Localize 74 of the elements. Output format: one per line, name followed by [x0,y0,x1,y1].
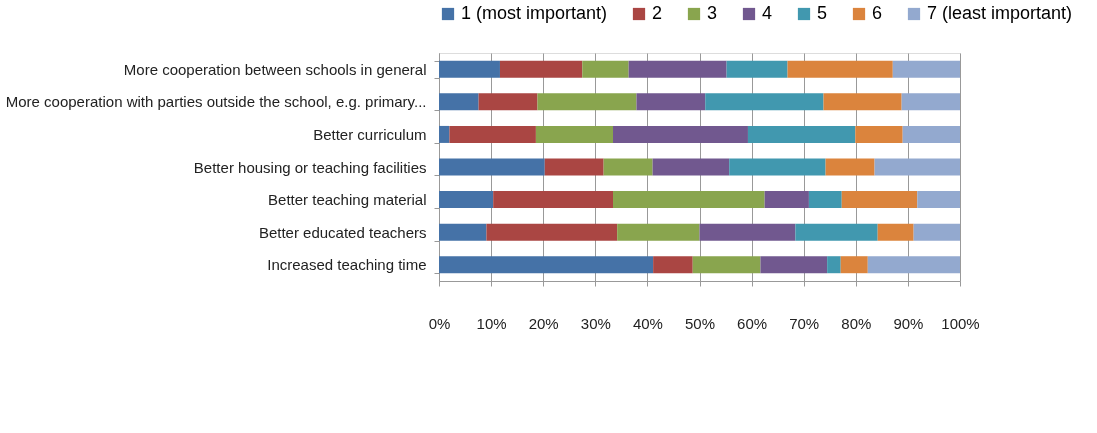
bar [544,158,604,176]
bar [628,60,727,78]
bar [652,158,730,176]
legend-label: 6 [872,3,883,23]
bar [699,223,796,241]
bar [486,223,618,241]
bar [636,93,706,111]
legend-label: 7 (least important) [927,3,1073,23]
bar [841,191,918,209]
bar [493,191,614,209]
x-tick-label: 80% [841,314,872,332]
bar [617,223,700,241]
bar [439,125,450,143]
bar [726,60,788,78]
y-tick-label: More cooperation between schools in general [123,60,427,78]
bar [499,60,583,78]
y-tick-label: Better educated teachers [258,223,427,241]
bar [901,93,960,111]
bar [877,223,914,241]
legend-label: 1 (most important) [461,3,608,23]
bar [787,60,893,78]
bar [823,93,902,111]
bar [537,93,637,111]
bar [902,125,960,143]
legend-label: 3 [707,3,718,23]
y-tick-label: Better curriculum [313,125,427,143]
x-tick-label: 10% [476,314,507,332]
bar [613,125,748,143]
legend-label: 4 [762,3,773,23]
bar [449,125,536,143]
bar [535,125,614,143]
bar [867,256,960,274]
x-tick-label: 70% [789,314,820,332]
x-tick-label: 30% [580,314,611,332]
bar [913,223,960,241]
y-tick-label: Better housing or teaching facilities [193,158,427,176]
bar [764,191,809,209]
bar [892,60,960,78]
x-tick-label: 40% [632,314,663,332]
bar [917,191,960,209]
bar [439,158,545,176]
bar [747,125,856,143]
bar [603,158,653,176]
x-tick-label: 0% [428,314,451,332]
bar [653,256,693,274]
x-tick-label: 60% [737,314,768,332]
bar [840,256,868,274]
bar [827,256,841,274]
y-tick-label: More cooperation with parties outside the school, e.g. primary... [5,93,427,111]
bar [613,191,765,209]
x-tick-label: 90% [893,314,924,332]
legend-label: 5 [817,3,828,23]
bar [582,60,629,78]
bar [825,158,875,176]
bar [439,60,500,78]
bar [439,93,479,111]
bar [692,256,761,274]
y-tick-label: Increased teaching time [267,256,427,274]
bar [855,125,903,143]
bar [439,191,494,209]
bar [760,256,828,274]
bar [478,93,538,111]
x-tick-label: 100% [941,314,980,332]
y-tick-label: Better teaching material [268,191,427,209]
bar [705,93,824,111]
bar [874,158,960,176]
bar [439,256,654,274]
x-tick-label: 20% [528,314,559,332]
bar [808,191,842,209]
bar [795,223,878,241]
bar [439,223,487,241]
x-tick-label: 50% [684,314,716,332]
legend-label: 2 [652,3,663,23]
bar [729,158,826,176]
